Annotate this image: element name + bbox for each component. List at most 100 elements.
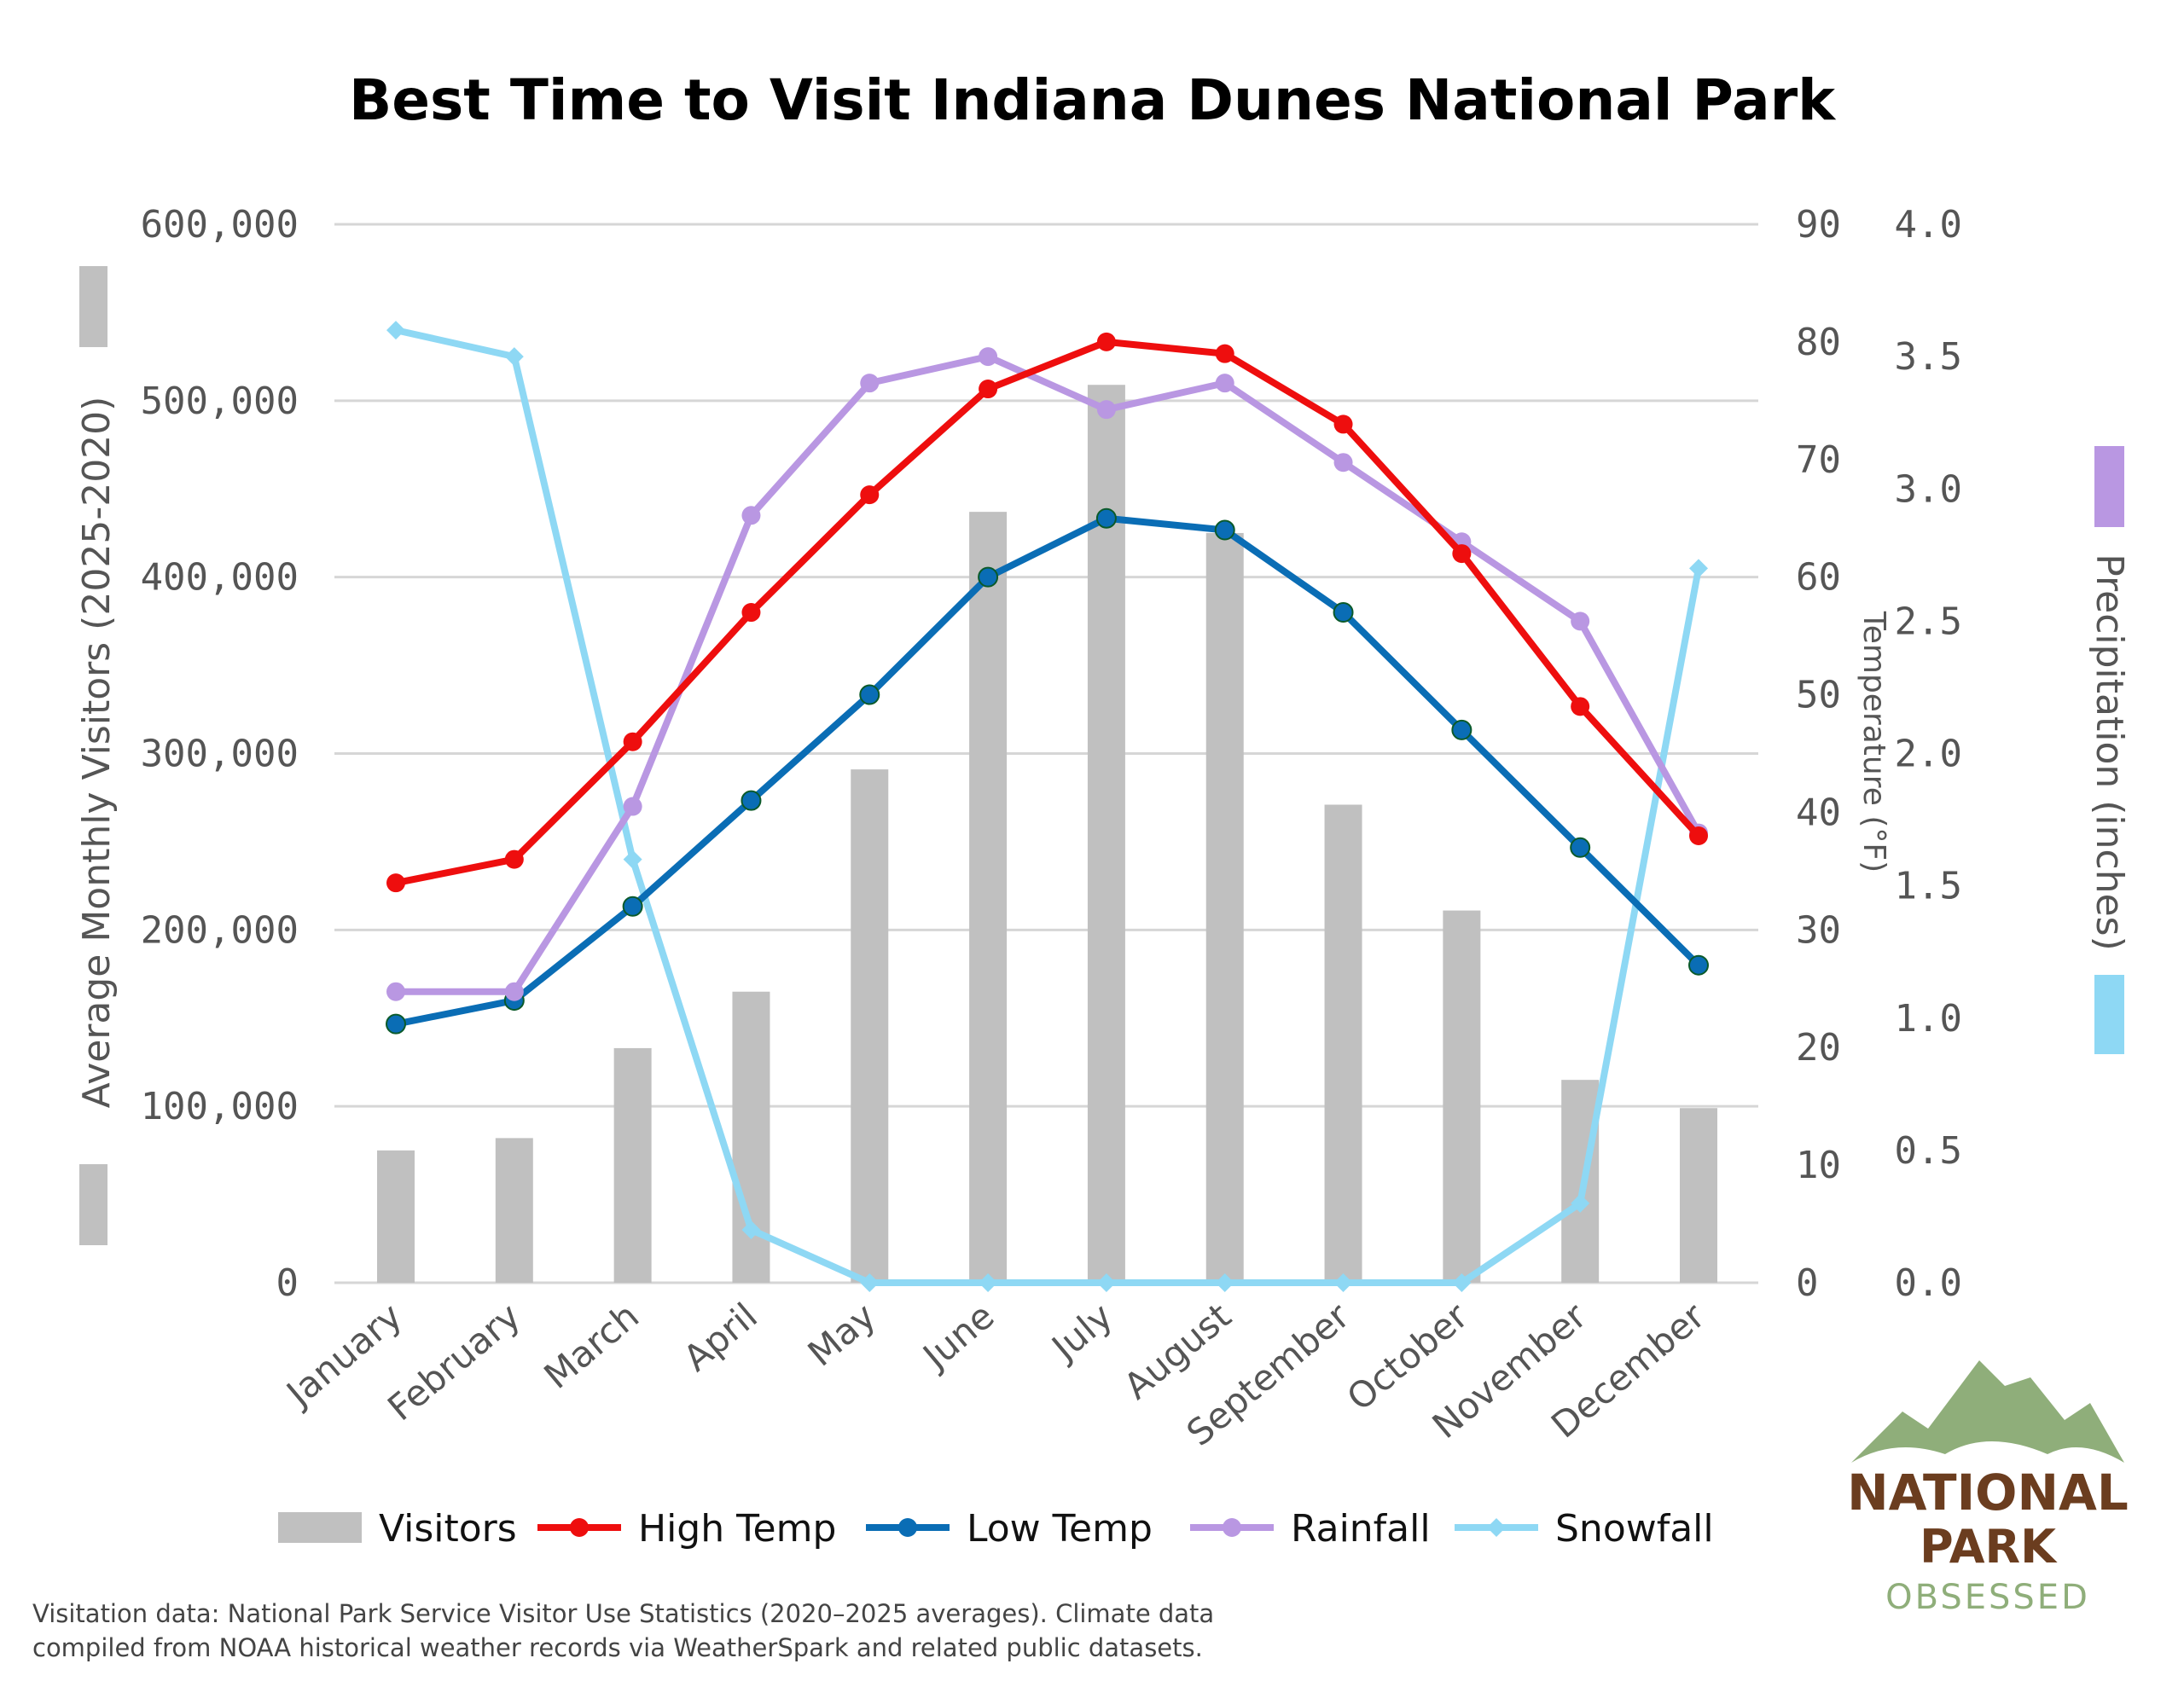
temp-tick-label: 80 bbox=[1796, 321, 1841, 364]
temp-tick-label: 10 bbox=[1796, 1144, 1841, 1187]
low-temp-point bbox=[1451, 719, 1472, 740]
visitor-bar bbox=[377, 1150, 415, 1283]
temp-tick-label: 40 bbox=[1796, 791, 1841, 834]
legend-swatch-visitors bbox=[278, 1512, 362, 1543]
logo-obsessed: OBSESSED bbox=[1885, 1578, 2090, 1617]
low-temp-line bbox=[395, 514, 1701, 1028]
month-label: April bbox=[676, 1295, 765, 1379]
visitor-bar bbox=[1087, 385, 1125, 1284]
temp-tick-label: 90 bbox=[1796, 203, 1841, 246]
precip-tick-label: 3.0 bbox=[1895, 467, 1962, 511]
legend-marker-rainfall bbox=[1223, 1518, 1241, 1537]
month-label: March bbox=[536, 1295, 647, 1397]
high-temp-line bbox=[395, 338, 1701, 887]
high-temp-point bbox=[1333, 415, 1353, 434]
precip-tick-label: 0.0 bbox=[1895, 1261, 1962, 1305]
rainfall-point bbox=[1333, 453, 1353, 472]
legend-marker-low-temp bbox=[898, 1518, 917, 1537]
rainfall-axis-swatch bbox=[2094, 446, 2124, 527]
temp-tick-label: 20 bbox=[1796, 1026, 1841, 1070]
high-temp-point bbox=[1096, 332, 1116, 351]
month-label: July bbox=[1043, 1295, 1121, 1370]
snowfall-point bbox=[504, 347, 524, 367]
snowfall-point bbox=[979, 1273, 998, 1292]
legend-label-visitors: Visitors bbox=[379, 1507, 517, 1551]
low-temp-point bbox=[1214, 519, 1235, 541]
high-temp-point bbox=[504, 849, 524, 869]
snowfall-point bbox=[1452, 1273, 1472, 1292]
left-tick-label: 400,000 bbox=[141, 556, 299, 600]
logo-park: PARK bbox=[1920, 1520, 2058, 1574]
month-label: May bbox=[800, 1295, 884, 1374]
low-temp-point bbox=[1095, 507, 1117, 529]
high-temp-point bbox=[1452, 544, 1472, 564]
series-lines bbox=[386, 321, 1709, 1292]
legend-marker-high-temp bbox=[570, 1518, 589, 1537]
high-temp-point bbox=[1571, 697, 1590, 716]
precip-tick-label: 0.5 bbox=[1895, 1129, 1962, 1173]
rainfall-point bbox=[504, 982, 524, 1001]
high-temp-point bbox=[623, 732, 642, 751]
rainfall-point bbox=[741, 506, 761, 525]
left-tick-label: 100,000 bbox=[141, 1085, 299, 1128]
visitor-bar bbox=[1680, 1108, 1717, 1283]
visitor-bars bbox=[377, 385, 1717, 1284]
legend-label-rainfall: Rainfall bbox=[1291, 1507, 1431, 1551]
left-tick-label: 200,000 bbox=[141, 908, 299, 952]
precip-tick-label: 2.0 bbox=[1895, 733, 1962, 776]
low-temp-point bbox=[1688, 954, 1709, 976]
left-axis-label: Average Monthly Visitors (2025-2020) bbox=[75, 397, 119, 1109]
temp-tick-label: 70 bbox=[1796, 438, 1841, 482]
footnote-line-2: compiled from NOAA historical weather re… bbox=[32, 1633, 1203, 1662]
visitor-bar bbox=[1443, 910, 1481, 1283]
snowfall-point bbox=[1096, 1273, 1116, 1292]
precip-tick-label: 2.5 bbox=[1895, 600, 1962, 643]
high-temp-point bbox=[860, 485, 880, 505]
visitor-bar bbox=[1561, 1080, 1600, 1283]
left-tick-label: 0 bbox=[276, 1261, 299, 1305]
legend-label-low-temp: Low Temp bbox=[967, 1507, 1153, 1551]
rainfall-line bbox=[396, 353, 1702, 995]
rainfall-point bbox=[1215, 374, 1234, 393]
rainfall-point bbox=[623, 797, 642, 816]
visitor-bar bbox=[1324, 804, 1362, 1283]
low-temp-point bbox=[741, 790, 762, 811]
legend-marker-snowfall bbox=[1487, 1518, 1506, 1537]
month-label: June bbox=[914, 1295, 1002, 1378]
visitor-bar bbox=[851, 769, 889, 1283]
national-park-obsessed-logo: NATIONAL PARK OBSESSED bbox=[1847, 1360, 2129, 1617]
high-temp-point bbox=[979, 380, 998, 399]
high-temp-point bbox=[386, 873, 405, 893]
month-label: February bbox=[380, 1295, 528, 1429]
snowfall-point bbox=[1571, 1193, 1590, 1213]
snowfall-point bbox=[386, 321, 405, 340]
snowfall-axis-swatch bbox=[2094, 975, 2124, 1054]
visitor-bar bbox=[1205, 532, 1244, 1283]
legend-label-high-temp: High Temp bbox=[638, 1507, 836, 1551]
rainfall-point bbox=[860, 374, 880, 393]
rainfall-point bbox=[386, 982, 405, 1001]
low-temp-point bbox=[978, 566, 999, 588]
axis-ticks: 0 100,000 200,000 300,000 400,000 500,000 600,… bbox=[141, 203, 1962, 1305]
left-tick-label: 300,000 bbox=[141, 733, 299, 776]
left-tick-label: 600,000 bbox=[141, 203, 299, 246]
legend: Visitors High Temp Low Temp Rainfall Snowfal… bbox=[278, 1507, 1714, 1551]
low-temp-point bbox=[1570, 837, 1591, 858]
axis-label-patch bbox=[79, 1164, 107, 1245]
mountain-icon bbox=[1851, 1360, 2124, 1463]
rainfall-point bbox=[979, 347, 998, 367]
snowfall-line bbox=[395, 327, 1702, 1286]
temp-tick-label: 0 bbox=[1796, 1261, 1819, 1305]
snowfall-point bbox=[623, 849, 642, 869]
precip-tick-label: 1.0 bbox=[1895, 997, 1962, 1041]
low-temp-point bbox=[1333, 602, 1354, 623]
axis-label-patch bbox=[79, 266, 107, 347]
temp-tick-label: 60 bbox=[1796, 556, 1841, 600]
precip-axis-label: Precipitation (inches) bbox=[2088, 554, 2131, 951]
visitor-bar bbox=[613, 1047, 652, 1283]
precip-tick-label: 1.5 bbox=[1895, 865, 1962, 908]
high-temp-point bbox=[1689, 826, 1708, 846]
snowfall-point bbox=[1689, 559, 1708, 578]
